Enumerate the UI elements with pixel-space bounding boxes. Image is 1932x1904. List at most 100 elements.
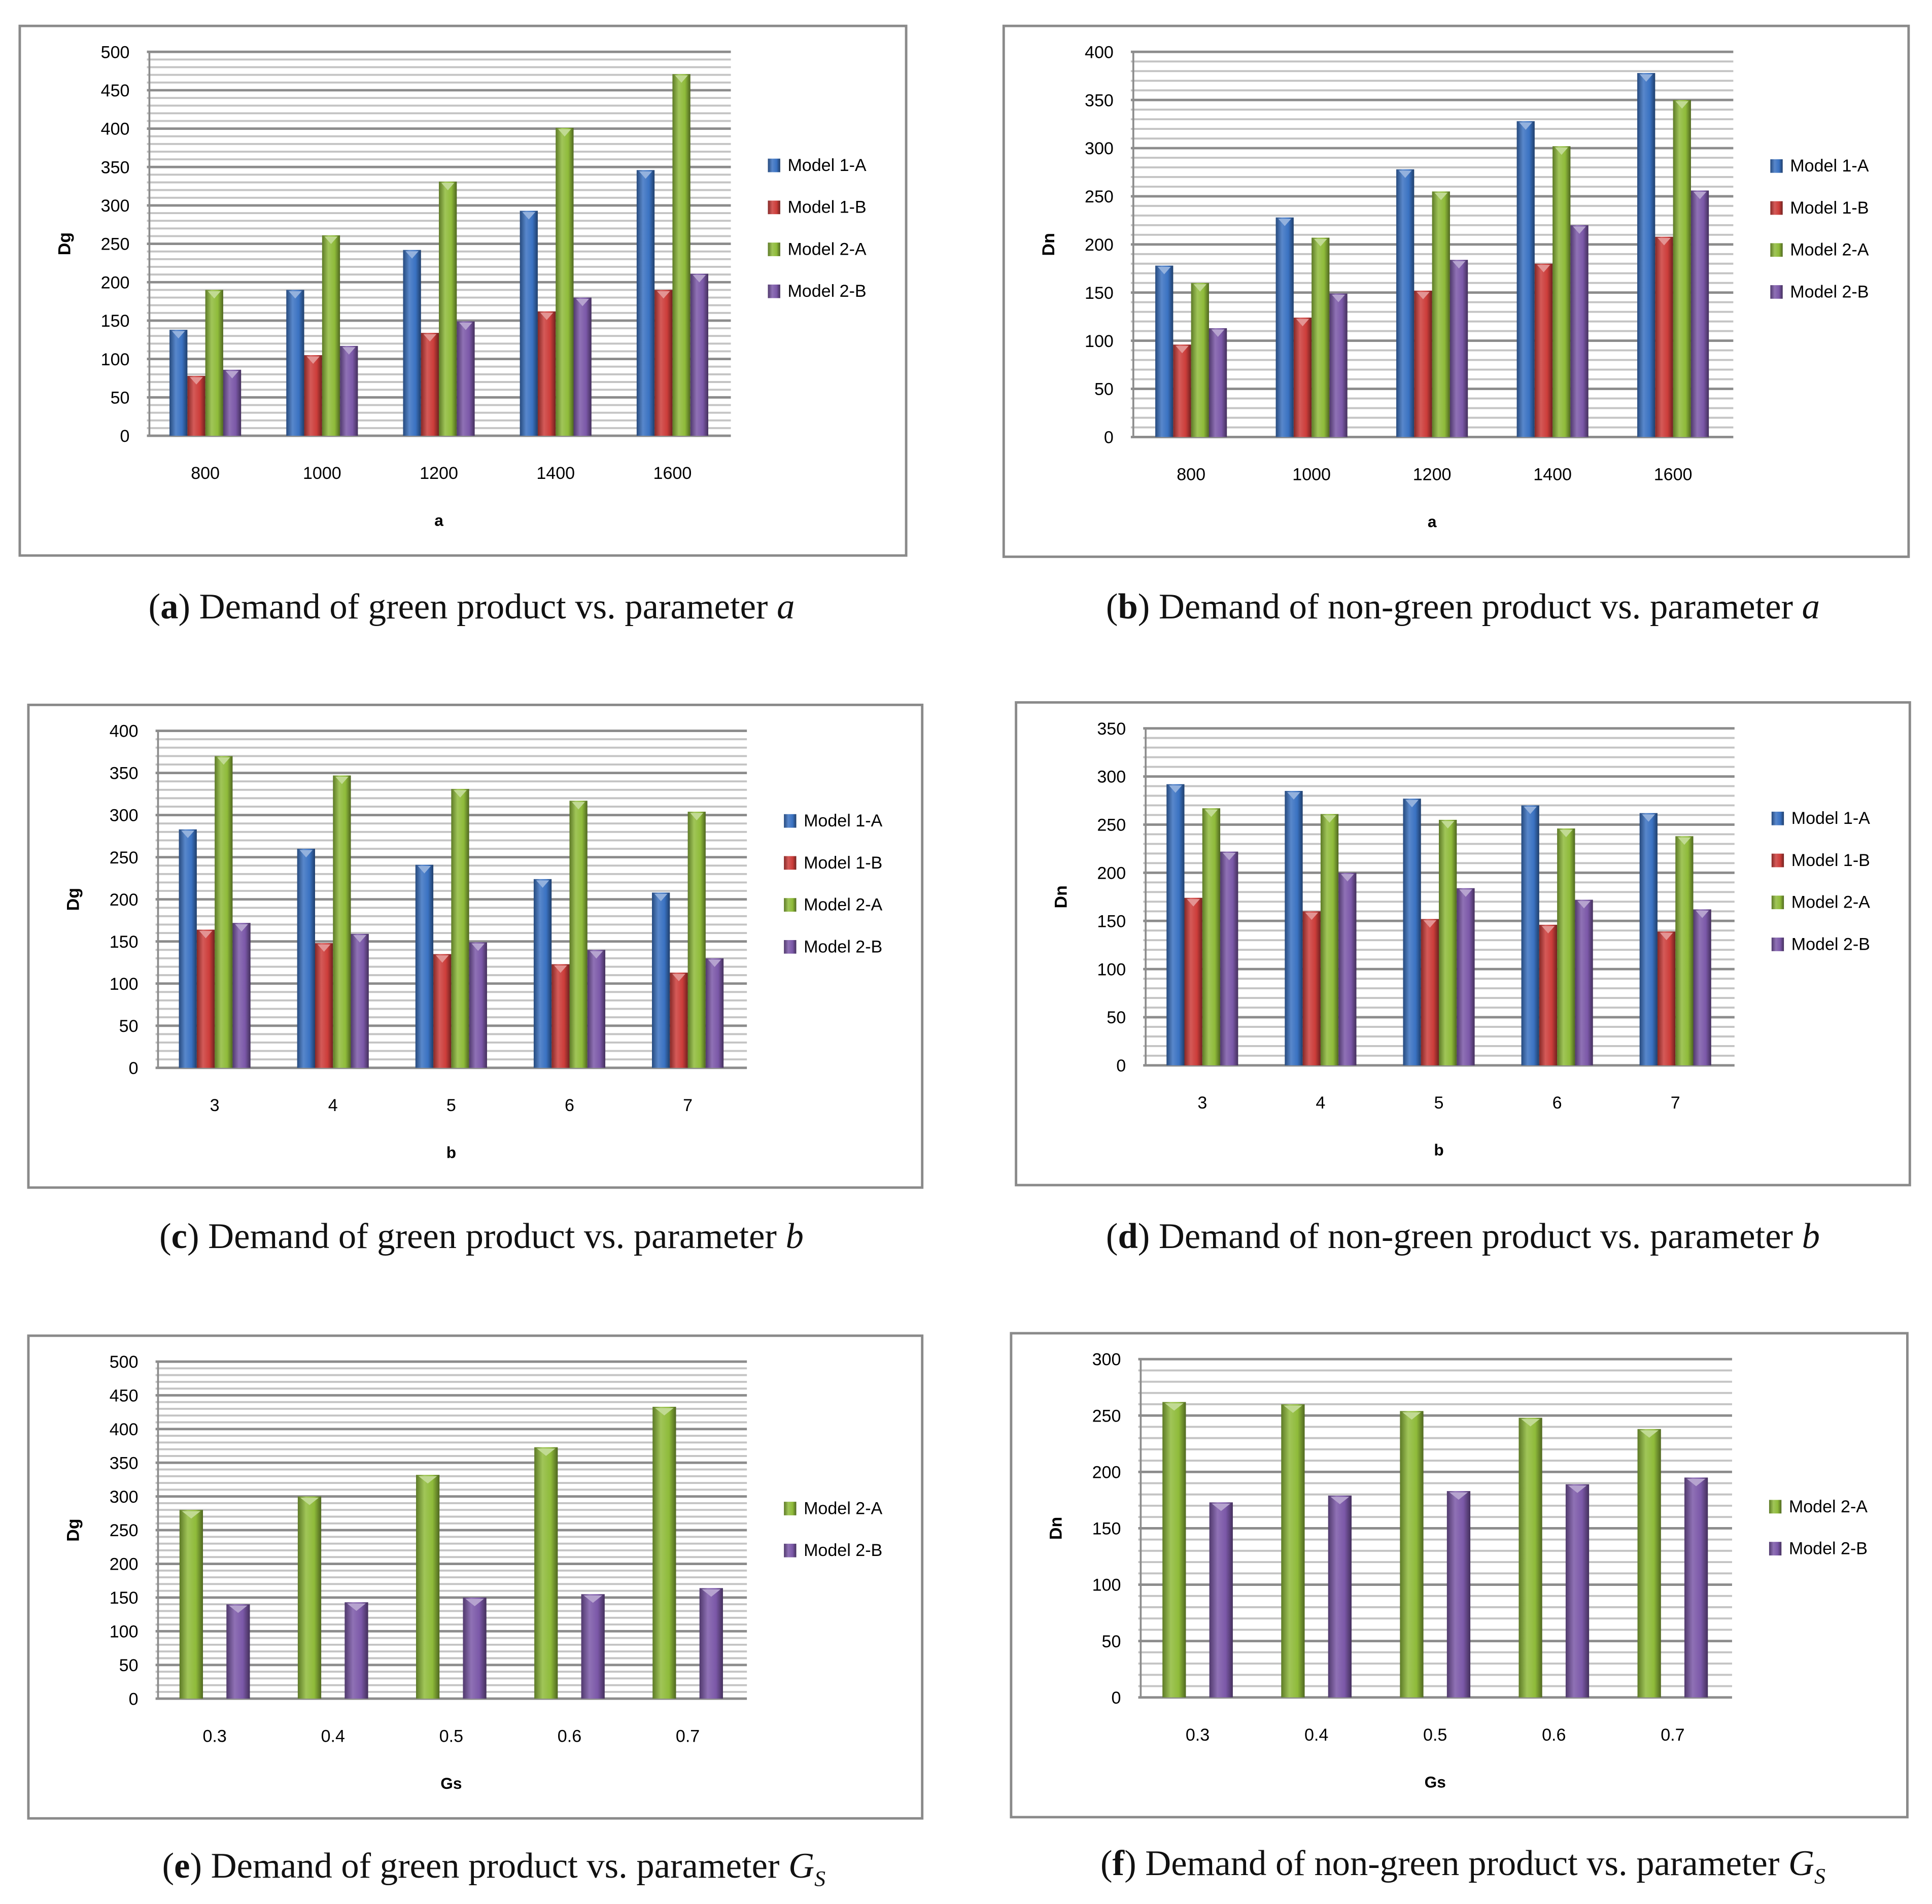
x-tick-label: 3 [1197,1093,1207,1113]
bar-model-2-b-6 [587,950,606,1068]
bar-cap [1577,901,1591,909]
bar-cap [423,334,437,342]
y-tick-label: 250 [1085,187,1114,206]
bar-model-1-a-1200 [1396,169,1414,437]
bar-cap [672,974,685,982]
y-tick-label: 50 [119,1656,139,1675]
bar-model-2-a-3 [1202,808,1221,1065]
bar-model-1-a-7 [652,892,670,1068]
legend-label: Model 2-B [804,937,882,956]
bar-cap [1287,792,1300,800]
y-tick-label: 100 [1092,1576,1121,1595]
bar-cap [335,776,349,784]
bar-cap [441,183,455,191]
bar-model-1-b-3 [196,929,215,1068]
y-tick-label: 250 [1092,1406,1121,1426]
bar-model-2-b-0.7 [699,1588,723,1699]
y-tick-label: 100 [101,350,130,369]
bar-model-2-a-7 [687,811,706,1068]
bar-cap [1521,1419,1540,1427]
bar-model-2-a-0.4 [297,1496,322,1699]
x-tick-label: 7 [1671,1093,1680,1113]
bar-cap [590,951,603,959]
x-tick-label: 0.7 [1661,1725,1684,1745]
chart-c-panel: 0 50 100 150 200 250 300 350 400 Dg 3 4 5 6 7 b Model 1-… [27,703,924,1189]
bar-cap [405,251,419,259]
x-axis-label: b [1434,1141,1443,1159]
caption-e: (e) Demand of green product vs. paramete… [162,1847,825,1891]
bar-model-2-b-7 [705,958,724,1068]
bar-cap [1296,319,1309,327]
bar-cap [1434,192,1448,200]
bar-cap [1449,1492,1468,1500]
bar-model-1-a-1600 [636,170,655,436]
bar-cap [353,935,366,943]
bar-model-2-a-4 [333,775,351,1068]
bar-model-1-b-5 [1421,919,1439,1065]
bar-cap [1524,806,1537,814]
bar-model-1-b-1200 [1414,290,1432,437]
bar-model-2-b-0.5 [1446,1491,1471,1698]
legend-label: Model 1-B [804,853,882,873]
x-tick-label: 5 [446,1096,456,1115]
bar-model-1-b-4 [1302,911,1321,1065]
chart-f-panel: 0 50 100 150 200 250 300 Dn 0.3 0.4 0.5 0.6 0.7 Gs Mod… [1010,1332,1909,1819]
x-tick-label: 800 [1177,465,1205,484]
bar-model-2-b-1000 [1329,293,1348,437]
bar-cap [655,1408,674,1415]
y-tick-label: 250 [1097,816,1126,835]
bar-model-2-a-1000 [1312,237,1330,437]
bar-model-2-a-1600 [672,74,691,436]
bar-model-2-b-0.4 [344,1602,368,1699]
bar-model-2-a-0.7 [1637,1429,1661,1698]
bar-model-1-b-6 [1539,924,1558,1065]
bar-model-1-b-3 [1184,897,1202,1065]
bar-model-1-b-1600 [654,290,673,436]
legend-label: Model 2-A [1791,893,1870,912]
y-tick-label: 150 [101,311,130,331]
bar-model-2-a-0.6 [534,1447,558,1699]
legend-swatch [1770,159,1783,173]
bar-cap [1693,191,1707,199]
bar-model-2-b-1600 [690,273,708,436]
bar-model-2-a-0.6 [1519,1417,1542,1698]
legend-swatch [784,1502,797,1515]
legend-label: Model 1-B [1790,198,1869,218]
y-tick-label: 0 [120,427,130,446]
bar-model-2-b-1000 [340,345,358,436]
bar-model-2-a-0.3 [179,1510,203,1699]
y-tick-label: 0 [1111,1688,1121,1708]
bar-cap [1686,1478,1706,1486]
chart-f: 0 50 100 150 200 250 300 Dn 0.3 0.4 0.5 0.6 0.7 Gs Mod… [1047,1350,1868,1791]
x-tick-label: 1200 [1413,465,1452,484]
legend-label: Model 2-B [1789,1539,1868,1559]
bar-cap [1402,1412,1421,1420]
bar-cap [299,850,313,858]
bar-model-1-a-5 [415,864,434,1068]
y-tick-label: 150 [110,932,139,952]
bar-cap [1696,910,1709,918]
x-tick-label: 1600 [1654,465,1693,484]
y-axis-label: Dg [64,888,83,911]
legend-swatch [1770,285,1783,299]
bar-model-2-b-6 [1575,899,1593,1065]
bar-cap [465,1599,484,1606]
legend-swatch [784,856,797,870]
y-tick-label: 150 [110,1588,139,1608]
chart-b-panel: 0 50 100 150 200 250 300 350 400 Dn 800 1000 1200 140… [1002,24,1910,558]
legend-label: Model 2-A [804,895,882,915]
x-tick-label: 0.4 [321,1726,345,1746]
bar-cap [1222,853,1236,860]
bar-cap [1519,122,1532,130]
bar-model-2-a-1200 [1432,191,1450,437]
bar-cap [536,880,549,888]
legend-swatch [1771,895,1784,910]
bar-model-1-b-6 [551,964,570,1068]
bar-cap [1165,1403,1184,1411]
bar-model-2-b-3 [232,923,251,1068]
bar-cap [639,171,652,179]
bar-cap [235,924,248,932]
bar-model-1-a-6 [1521,805,1539,1065]
bar-model-2-b-1400 [1570,225,1589,437]
